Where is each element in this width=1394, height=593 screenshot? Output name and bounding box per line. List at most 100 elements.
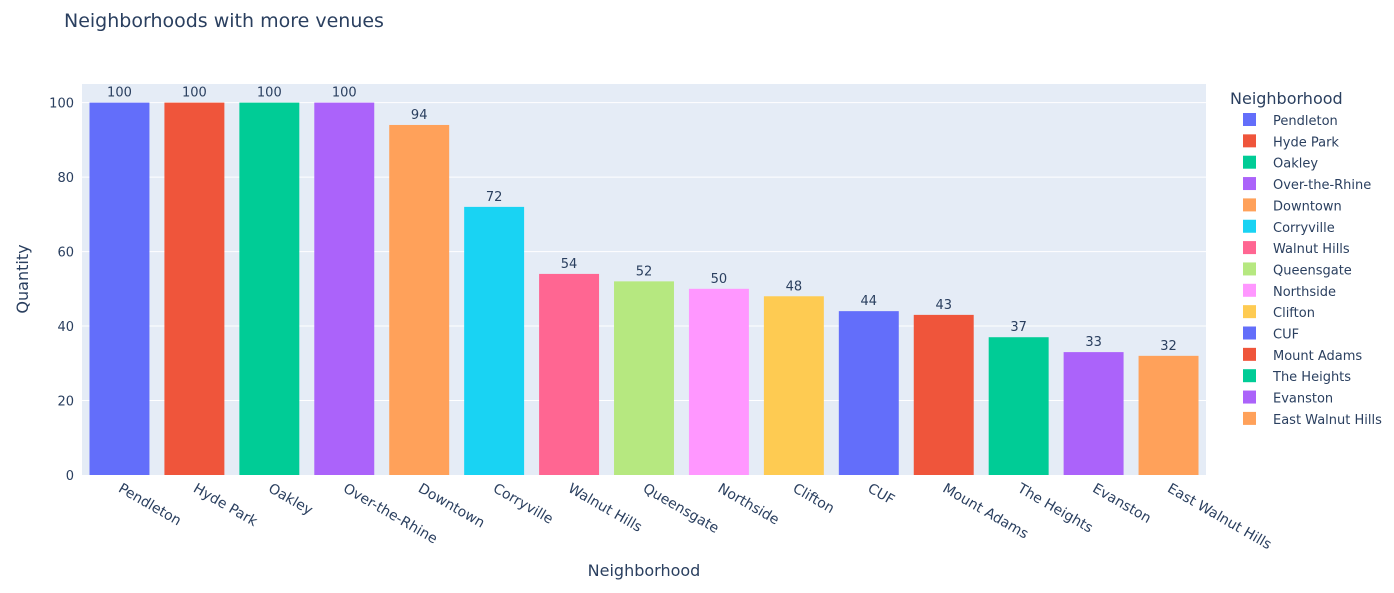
bar-value-label: 52 [636,264,653,279]
legend-swatch [1243,177,1256,191]
bar-value-label: 50 [711,272,728,287]
y-tick-label: 100 [49,97,74,112]
bar[interactable] [988,337,1049,475]
legend-item[interactable]: Hyde Park [1243,134,1339,150]
y-tick-label: 0 [66,469,74,484]
bar-value-label: 33 [1085,335,1102,350]
bar[interactable] [164,102,225,475]
x-tick-label: Pendleton [115,481,183,530]
legend-swatch [1243,390,1256,404]
y-tick-label: 60 [57,246,74,261]
bar[interactable] [389,124,450,475]
legend-label: The Heights [1272,370,1351,385]
bar-value-label: 32 [1160,339,1177,354]
x-tick-label: Northside [715,481,782,529]
y-tick-label: 40 [57,320,74,335]
legend-item[interactable]: CUF [1243,326,1299,343]
bar[interactable] [239,102,300,475]
legend-item[interactable]: Pendleton [1243,113,1338,129]
bar[interactable] [89,102,150,475]
legend-swatch [1243,155,1256,169]
data-labels: 100 100 100 100 94 72 54 52 50 48 44 43 37 33 32 [107,86,1177,354]
legend: Neighborhood Pendleton Hyde Park Oakley Ove… [1230,89,1382,428]
legend-item[interactable]: Downtown [1243,198,1342,214]
legend-item[interactable]: Clifton [1243,305,1315,321]
x-tick-label: Hyde Park [190,481,260,531]
legend-swatch [1243,113,1256,126]
legend-swatch [1243,219,1256,233]
x-tick-label: Queensgate [640,481,721,537]
y-axis-title: Quantity [13,244,32,313]
legend-label: Oakley [1273,157,1318,172]
chart-title: Neighborhoods with more venues [64,10,384,32]
legend-swatch [1243,198,1256,212]
legend-swatch [1243,283,1256,297]
bar-value-label: 37 [1010,320,1027,335]
legend-label: Corryville [1273,221,1335,236]
legend-title: Neighborhood [1230,89,1343,108]
legend-item[interactable]: Oakley [1243,155,1318,172]
legend-item[interactable]: Northside [1243,283,1336,300]
bar-value-label: 100 [257,86,282,101]
bar[interactable] [1138,355,1199,475]
bar[interactable] [1063,352,1124,475]
y-axis-ticks: 0 20 40 60 80 100 [49,97,74,484]
x-tick-label: CUF [865,481,897,509]
legend-label: Hyde Park [1273,135,1339,150]
legend-swatch [1243,411,1256,425]
legend-item[interactable]: East Walnut Hills [1243,411,1382,428]
legend-swatch [1243,369,1256,383]
bar[interactable] [763,296,824,475]
legend-swatch [1243,134,1256,148]
x-tick-label: Walnut Hills [565,481,645,536]
bar-value-label: 48 [786,279,803,294]
legend-item[interactable]: The Heights [1243,369,1351,385]
x-tick-label: Oakley [265,481,315,519]
legend-swatch [1243,305,1256,319]
legend-swatch [1243,241,1256,255]
legend-label: Clifton [1273,306,1315,321]
legend-label: Downtown [1273,199,1342,214]
bar[interactable] [913,314,974,475]
bar[interactable] [614,281,674,475]
x-tick-label: Evanston [1090,481,1154,527]
y-tick-label: 20 [57,395,74,410]
legend-item[interactable]: Walnut Hills [1243,241,1350,257]
bar[interactable] [539,273,600,475]
legend-item[interactable]: Queensgate [1243,262,1352,278]
bar-value-label: 100 [182,86,207,101]
bar-value-label: 72 [486,190,503,205]
bar-value-label: 94 [411,108,428,123]
legend-label: Mount Adams [1273,349,1362,364]
legend-item[interactable]: Mount Adams [1243,347,1362,364]
bar[interactable] [688,288,749,475]
x-axis-ticks: Pendleton Hyde Park Oakley Over-the-RhineDo… [115,480,1274,553]
legend-label: CUF [1273,328,1299,343]
legend-label: Pendleton [1273,114,1338,129]
legend-label: Queensgate [1273,263,1352,278]
legend-item[interactable]: Evanston [1243,390,1333,407]
x-tick-label: East Walnut Hills [1165,481,1275,553]
bars [89,102,1199,475]
x-tick-label: Downtown [415,481,487,532]
legend-item[interactable]: Corryville [1243,219,1335,236]
bar-value-label: 44 [861,294,878,309]
bar-value-label: 100 [107,86,132,101]
legend-swatch [1243,326,1256,340]
bar-value-label: 43 [935,298,952,313]
bar[interactable] [838,311,899,475]
legend-label: Northside [1273,285,1336,300]
y-tick-label: 80 [57,171,74,186]
legend-swatch [1243,262,1256,276]
legend-label: Evanston [1273,392,1333,407]
bar[interactable] [464,206,525,475]
bar-value-label: 100 [332,86,357,101]
legend-item[interactable]: Over-the-Rhine [1243,177,1371,193]
bar[interactable] [314,102,375,475]
x-axis-title: Neighborhood [588,561,701,580]
bar-value-label: 54 [561,257,578,272]
x-tick-label: Clifton [790,481,837,517]
legend-label: East Walnut Hills [1273,413,1382,428]
